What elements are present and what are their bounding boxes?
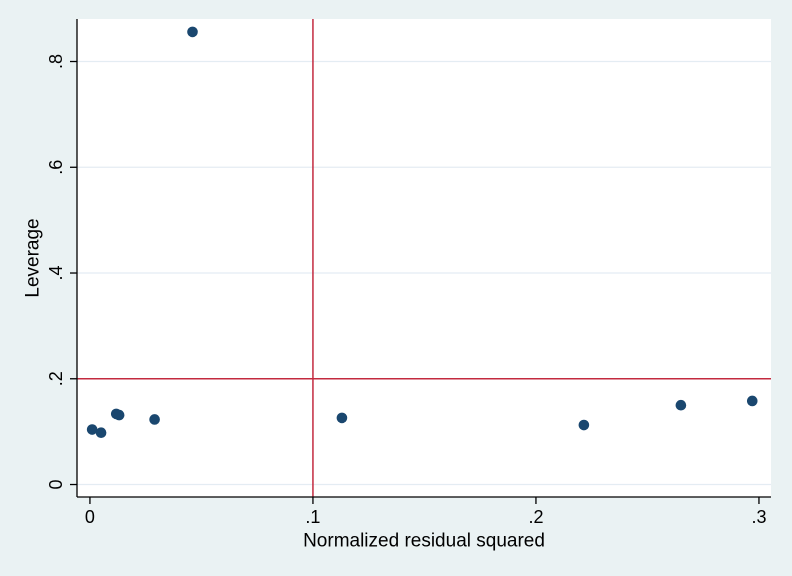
- data-point: [675, 399, 687, 411]
- y-tick-label: .8: [46, 54, 66, 69]
- data-point: [187, 26, 198, 38]
- data-point: [113, 409, 125, 421]
- data-point: [336, 412, 348, 424]
- y-tick-label: .6: [46, 160, 66, 175]
- data-point: [746, 395, 758, 407]
- data-point: [86, 424, 98, 435]
- x-tick-label: .1: [305, 507, 320, 527]
- plot-area: [77, 19, 771, 497]
- y-tick-label: .2: [46, 371, 66, 386]
- x-tick-label: .3: [751, 507, 766, 527]
- data-point: [578, 419, 590, 431]
- x-tick-label: .2: [528, 507, 543, 527]
- data-point: [95, 427, 107, 439]
- x-tick-label: 0: [85, 507, 95, 527]
- y-tick-label: 0: [46, 480, 66, 490]
- y-tick-label: .4: [46, 266, 66, 281]
- y-axis-title: Leverage: [22, 218, 44, 298]
- data-point: [149, 414, 160, 425]
- x-axis-title: Normalized residual squared: [303, 530, 545, 552]
